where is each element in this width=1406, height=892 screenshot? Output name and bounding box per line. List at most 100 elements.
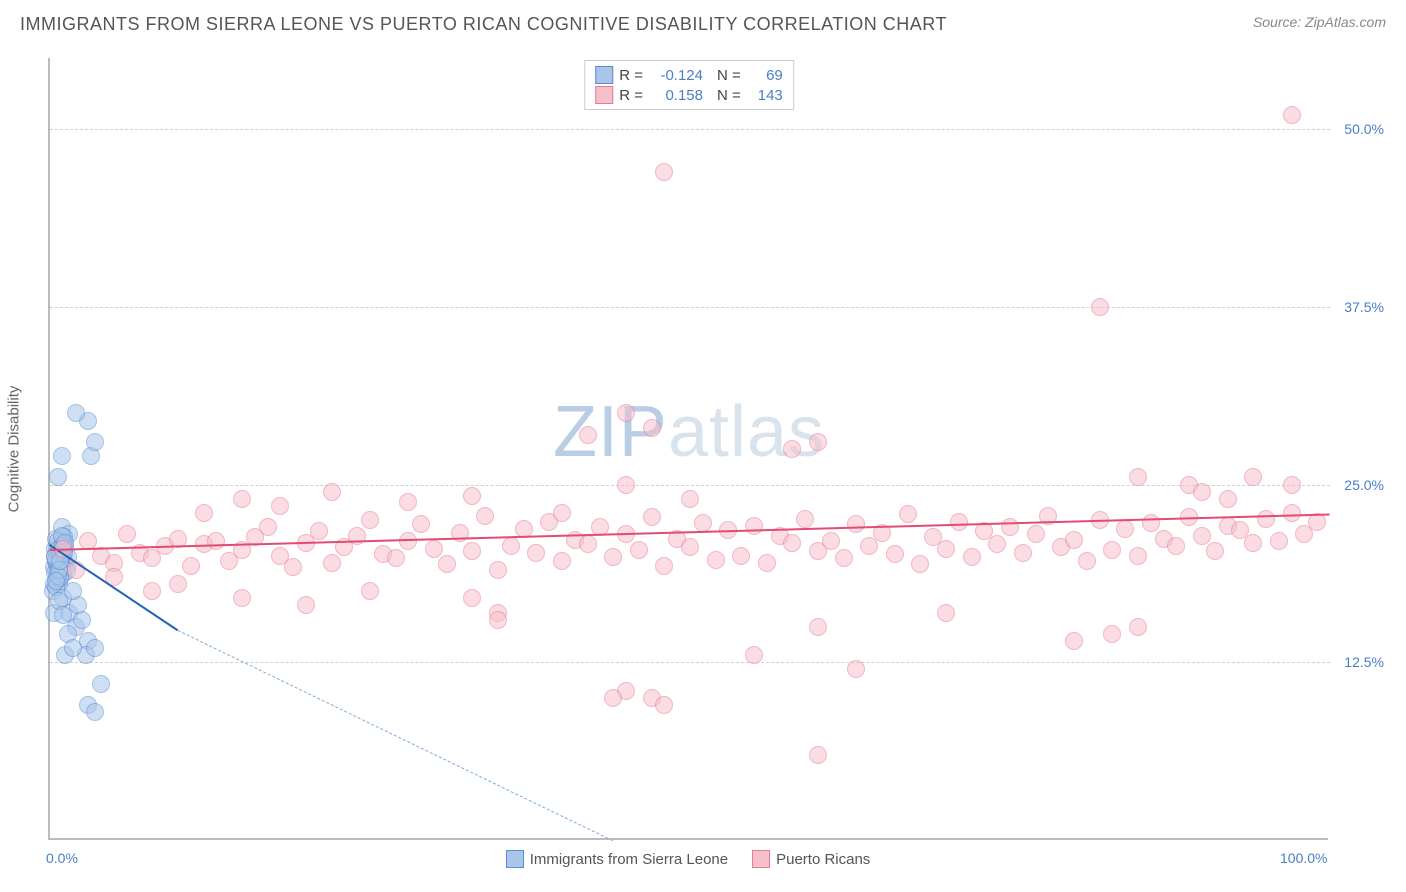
data-point <box>1193 527 1211 545</box>
data-point <box>847 515 865 533</box>
data-point <box>655 557 673 575</box>
legend-label: Immigrants from Sierra Leone <box>530 851 728 868</box>
data-point <box>207 532 225 550</box>
data-point <box>1283 476 1301 494</box>
data-point <box>1027 525 1045 543</box>
data-point <box>361 582 379 600</box>
data-point <box>489 611 507 629</box>
data-point <box>297 596 315 614</box>
bottom-legend-item: Puerto Ricans <box>752 850 870 868</box>
data-point <box>463 542 481 560</box>
chart-title: IMMIGRANTS FROM SIERRA LEONE VS PUERTO R… <box>20 14 947 35</box>
data-point <box>399 493 417 511</box>
data-point <box>1116 520 1134 538</box>
data-point <box>259 518 277 536</box>
data-point <box>310 522 328 540</box>
stat-r-label: R = <box>619 87 643 104</box>
legend-swatch <box>595 86 613 104</box>
data-point <box>53 447 71 465</box>
stat-r-label: R = <box>619 67 643 84</box>
data-point <box>809 433 827 451</box>
data-point <box>604 689 622 707</box>
source-label: Source: ZipAtlas.com <box>1253 14 1386 30</box>
y-tick-label: 25.0% <box>1332 477 1384 493</box>
data-point <box>1065 632 1083 650</box>
data-point <box>937 604 955 622</box>
data-point <box>643 419 661 437</box>
data-point <box>387 549 405 567</box>
data-point <box>47 572 65 590</box>
data-point <box>86 703 104 721</box>
data-point <box>323 554 341 572</box>
data-point <box>463 589 481 607</box>
bottom-legend: Immigrants from Sierra Leone Puerto Rican… <box>48 850 1328 868</box>
data-point <box>476 507 494 525</box>
y-axis-title: Cognitive Disability <box>6 386 23 513</box>
data-point <box>822 532 840 550</box>
data-point <box>1129 618 1147 636</box>
data-point <box>1219 490 1237 508</box>
data-point <box>86 639 104 657</box>
stats-row: R =-0.124N =69 <box>595 65 783 85</box>
data-point <box>655 163 673 181</box>
data-point <box>1142 514 1160 532</box>
data-point <box>886 545 904 563</box>
data-point <box>86 433 104 451</box>
data-point <box>553 552 571 570</box>
chart-container: Cognitive Disability ZIPatlas R =-0.124N… <box>48 58 1386 840</box>
data-point <box>412 515 430 533</box>
data-point <box>950 513 968 531</box>
data-point <box>399 532 417 550</box>
data-point <box>681 490 699 508</box>
data-point <box>92 675 110 693</box>
data-point <box>195 504 213 522</box>
data-point <box>835 549 853 567</box>
data-point <box>783 440 801 458</box>
data-point <box>438 555 456 573</box>
header-bar: IMMIGRANTS FROM SIERRA LEONE VS PUERTO R… <box>0 0 1406 43</box>
data-point <box>707 551 725 569</box>
data-point <box>745 517 763 535</box>
data-point <box>1206 542 1224 560</box>
data-point <box>527 544 545 562</box>
data-point <box>1078 552 1096 570</box>
data-point <box>796 510 814 528</box>
data-point <box>1065 531 1083 549</box>
y-tick-label: 12.5% <box>1332 654 1384 670</box>
data-point <box>630 541 648 559</box>
legend-swatch <box>752 850 770 868</box>
data-point <box>233 589 251 607</box>
data-point <box>643 508 661 526</box>
data-point <box>1103 625 1121 643</box>
stat-n-value: 69 <box>747 67 783 84</box>
data-point <box>732 547 750 565</box>
data-point <box>617 476 635 494</box>
stat-r-value: 0.158 <box>649 87 703 104</box>
data-point <box>118 525 136 543</box>
watermark-atlas: atlas <box>668 392 825 472</box>
gridline-h <box>50 307 1330 308</box>
trend-line <box>178 630 614 841</box>
data-point <box>502 537 520 555</box>
data-point <box>1270 532 1288 550</box>
data-point <box>911 555 929 573</box>
data-point <box>783 534 801 552</box>
data-point <box>1129 547 1147 565</box>
data-point <box>745 646 763 664</box>
data-point <box>49 468 67 486</box>
data-point <box>579 535 597 553</box>
data-point <box>1244 468 1262 486</box>
data-point <box>323 483 341 501</box>
data-point <box>54 606 72 624</box>
bottom-legend-item: Immigrants from Sierra Leone <box>506 850 728 868</box>
data-point <box>284 558 302 576</box>
data-point <box>361 511 379 529</box>
data-point <box>1129 468 1147 486</box>
data-point <box>1001 518 1019 536</box>
data-point <box>169 575 187 593</box>
stats-legend-box: R =-0.124N =69R =0.158N =143 <box>584 60 794 110</box>
data-point <box>1244 534 1262 552</box>
data-point <box>758 554 776 572</box>
stat-n-label: N = <box>717 87 741 104</box>
data-point <box>64 639 82 657</box>
